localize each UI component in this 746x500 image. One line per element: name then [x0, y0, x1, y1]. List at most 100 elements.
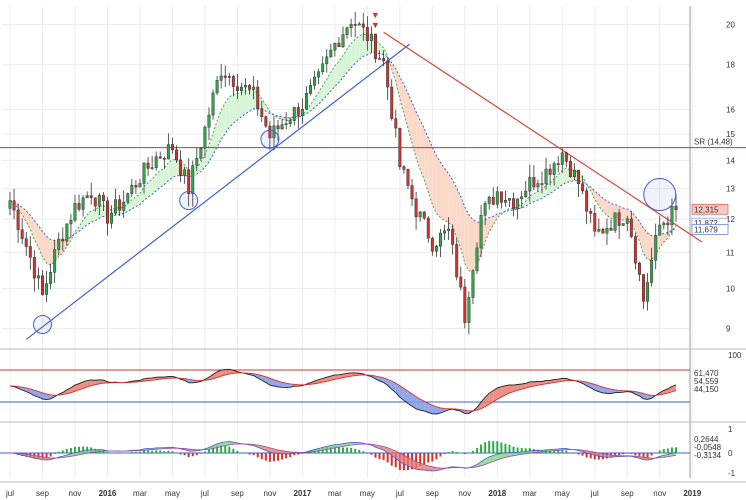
highlight-circle — [179, 191, 199, 211]
candle-body — [475, 247, 479, 272]
candle-body — [495, 191, 499, 205]
macd-fill — [424, 464, 429, 471]
histogram-bar — [650, 453, 653, 456]
oscillator-fill — [533, 381, 538, 387]
candle-body — [317, 71, 321, 78]
histogram-bar — [346, 447, 349, 453]
cloud-segment — [343, 49, 348, 78]
y-tick-label: 18 — [726, 61, 735, 70]
candle-body — [191, 165, 195, 194]
cloud-segment — [623, 208, 628, 221]
candle-body — [581, 183, 585, 192]
candle-body — [398, 127, 402, 167]
macd-fill — [213, 443, 218, 449]
macd-fill — [383, 446, 388, 453]
candle-body — [650, 260, 654, 283]
candle-body — [122, 201, 126, 211]
histogram-bar — [427, 453, 430, 463]
histogram-bar — [362, 451, 365, 453]
candle-body — [386, 60, 390, 88]
cloud-segment — [334, 61, 339, 87]
cloud-segment — [420, 120, 425, 180]
y-tick-label: 20 — [726, 21, 735, 30]
histogram-bar — [183, 453, 186, 456]
oscillator-fill — [91, 379, 96, 386]
candle-body — [646, 282, 650, 302]
oscillator-fill — [269, 378, 274, 387]
price-label: 11,872 — [694, 219, 718, 228]
indicator2-value-label: -0,3134 — [694, 451, 722, 460]
histogram-bar — [658, 450, 661, 453]
histogram-bar — [212, 447, 215, 453]
histogram-bar — [329, 446, 332, 453]
cloud-segment — [485, 217, 490, 243]
cloud-segment — [221, 102, 226, 140]
candle-body — [508, 198, 511, 201]
histogram-bar — [386, 453, 389, 463]
oscillator-fill — [594, 384, 599, 392]
oscillator-fill — [671, 384, 676, 392]
cloud-segment — [546, 182, 551, 196]
oscillator-fill — [639, 392, 644, 399]
candle-body — [219, 75, 223, 81]
histogram-bar — [118, 453, 121, 454]
macd-fill — [399, 453, 404, 465]
histogram-bar — [467, 453, 470, 454]
x-tick-label: 2016 — [99, 489, 117, 498]
highlight-circle — [32, 314, 52, 334]
histogram-bar — [593, 453, 596, 460]
candle-body — [309, 85, 312, 94]
histogram-bar — [147, 450, 150, 453]
cloud-segment — [452, 179, 457, 238]
candle-body — [382, 58, 386, 62]
cloud-segment — [533, 191, 538, 202]
candle-body — [613, 212, 617, 231]
macd-fill — [407, 457, 413, 468]
candle-body — [211, 92, 215, 116]
oscillator-fill — [399, 385, 404, 401]
oscillator-fill — [83, 380, 88, 389]
x-tick-label: nov — [458, 489, 471, 498]
cloud-segment — [306, 104, 311, 114]
oscillator-fill — [598, 385, 603, 393]
x-tick-label: 2019 — [683, 489, 701, 498]
cloud-segment — [139, 186, 145, 205]
cloud-segment — [26, 210, 31, 230]
cloud-segment — [30, 215, 35, 240]
x-tick-label: sep — [426, 489, 439, 498]
cloud-segment — [537, 189, 542, 201]
cloud-segment — [204, 145, 209, 168]
candle-body — [333, 42, 337, 51]
histogram-bar — [634, 453, 637, 456]
histogram-bar — [581, 453, 584, 456]
oscillator-fill — [529, 381, 534, 387]
cloud-segment — [144, 182, 149, 201]
macd-signal-line — [9, 443, 677, 469]
histogram-bar — [577, 453, 580, 455]
candle-body — [390, 86, 394, 119]
cloud-segment — [261, 98, 266, 112]
candle-body — [325, 56, 329, 65]
candle-body — [81, 197, 85, 210]
candle-body — [374, 33, 377, 59]
candle-body — [53, 249, 57, 273]
candle-body — [349, 24, 353, 29]
oscillator-fill — [497, 386, 502, 400]
oscillator-fill — [416, 396, 421, 411]
histogram-bar — [378, 453, 381, 460]
oscillator-fill — [428, 403, 433, 414]
candle-body — [244, 85, 248, 88]
histogram-bar — [504, 443, 507, 453]
oscillator-fill — [582, 381, 587, 386]
highlight-circle — [260, 129, 280, 149]
cloud-segment — [62, 238, 67, 253]
cloud-segment — [314, 92, 319, 108]
histogram-bar — [618, 453, 621, 456]
candle-body — [199, 147, 203, 159]
candle-body — [203, 126, 207, 149]
histogram-bar — [492, 441, 495, 453]
histogram-bar — [366, 453, 369, 454]
sell-arrow-icon: ▼ — [371, 10, 380, 20]
histogram-bar — [199, 453, 202, 454]
